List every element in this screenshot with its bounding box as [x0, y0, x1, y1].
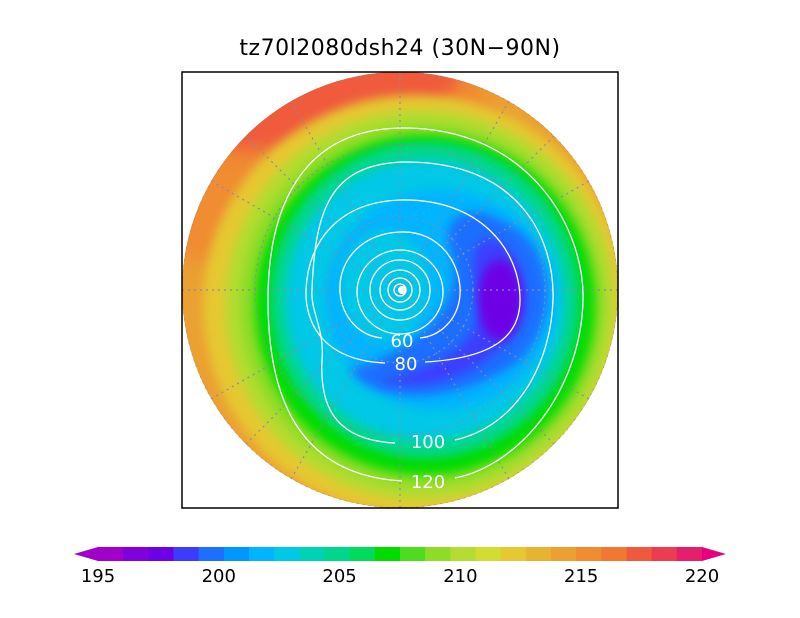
colorbar-tick-label: 195	[80, 566, 116, 587]
contour-line-120	[267, 127, 584, 482]
map-frame	[181, 71, 619, 509]
contour-line	[379, 269, 421, 311]
colorbar-cell	[324, 547, 351, 561]
colorbar-cell	[450, 547, 477, 561]
colorbar-tick-label: 210	[443, 566, 478, 587]
contour-labels: 60 80 100 120	[391, 331, 446, 493]
colorbar-cell	[601, 547, 628, 561]
contour-label: 60	[391, 331, 414, 352]
contour-line-100	[311, 161, 554, 444]
contour-label: 80	[395, 354, 418, 375]
colorbar-cell	[123, 547, 149, 561]
colorbar-cell	[475, 547, 502, 561]
colorbar-cell	[274, 547, 300, 561]
colorbar-cell	[400, 547, 426, 561]
contour-line	[356, 249, 444, 335]
colorbar-under-arrow	[74, 547, 98, 561]
contour-line-60	[339, 231, 461, 339]
contour-label: 100	[411, 432, 445, 453]
map-title: tz70l2080dsh24 (30N−90N)	[239, 36, 561, 61]
colorbar-cell	[223, 547, 250, 561]
contour-line-80	[305, 199, 521, 364]
colorbar-cell	[551, 547, 577, 561]
colorbar-cell	[173, 547, 200, 561]
colorbar-cell	[249, 547, 275, 561]
contour-label: 120	[411, 472, 445, 493]
colorbar-cell	[299, 547, 326, 561]
colorbar-cells	[98, 547, 703, 561]
colorbar-cell	[525, 547, 552, 561]
contour-line	[369, 259, 431, 321]
contour-line	[387, 277, 413, 303]
contour-lines	[267, 127, 584, 482]
colorbar-cell	[98, 547, 124, 561]
colorbar-cell	[500, 547, 527, 561]
colorbar-cell	[198, 547, 225, 561]
colorbar-cell	[148, 547, 175, 561]
pole-marker	[398, 286, 406, 294]
colorbar-tick-label: 215	[564, 566, 599, 587]
colorbar-tick-label: 200	[201, 566, 236, 587]
colorbar-cell	[676, 547, 703, 561]
colorbar-cell	[626, 547, 653, 561]
colorbar-cell	[651, 547, 678, 561]
colorbar-cell	[374, 547, 401, 561]
colorbar-over-arrow	[702, 547, 726, 561]
colorbar-tick-label: 205	[322, 566, 357, 587]
colorbar-cell	[349, 547, 376, 561]
colorbar-tick-label: 220	[684, 566, 720, 587]
colorbar-cell	[576, 547, 602, 561]
colorbar-cell	[425, 547, 451, 561]
